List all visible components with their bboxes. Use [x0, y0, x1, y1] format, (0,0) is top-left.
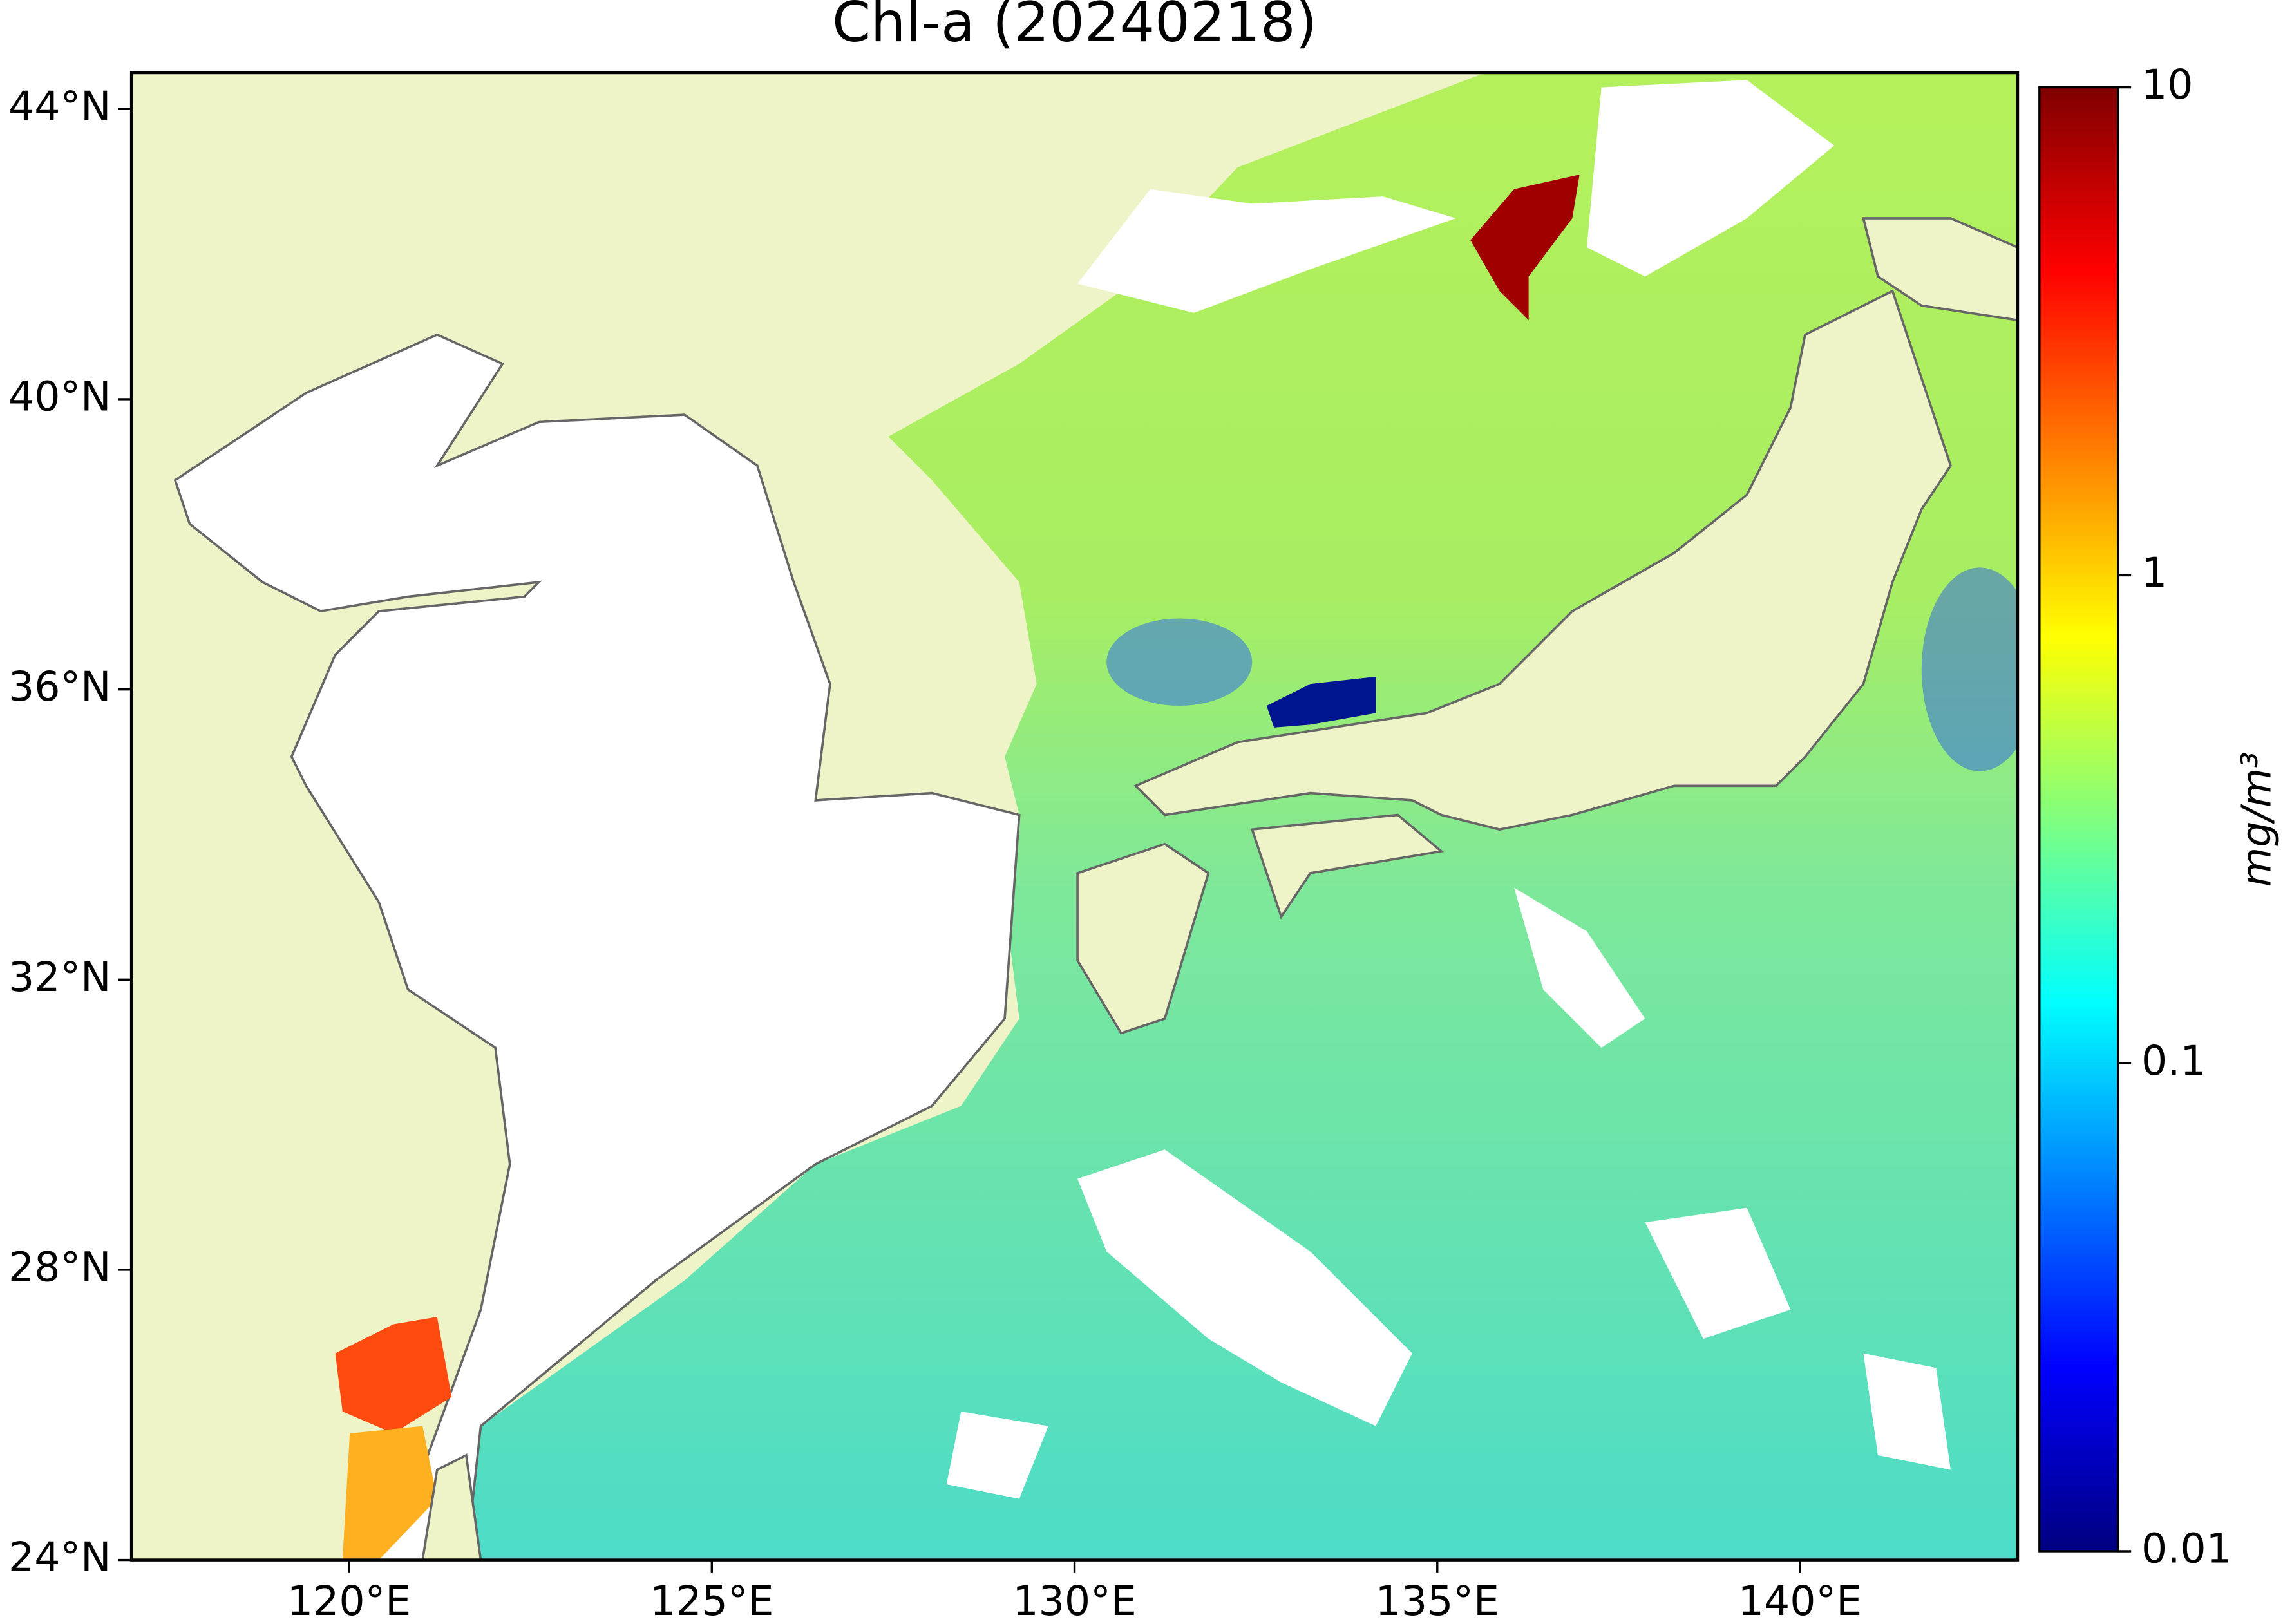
chart-title: Chl-a (20240218)	[832, 0, 1317, 55]
ocean-chl	[466, 72, 2018, 1560]
high-chl	[1470, 175, 1580, 321]
x-tick-label: 125°E	[650, 1577, 773, 1624]
colorbar-tick-label: 10	[2141, 61, 2193, 108]
y-tick-label: 24°N	[8, 1533, 111, 1581]
cloud	[1645, 1207, 1791, 1339]
low-chl-patch	[1106, 618, 1253, 706]
land-japan	[1133, 289, 1952, 831]
no-data-sea	[173, 333, 1021, 1560]
very-low-chl	[1266, 676, 1376, 728]
land-hokkaido	[1862, 217, 2018, 321]
colorbar-tick-label: 1	[2141, 549, 2167, 596]
land-taiwan	[421, 1453, 482, 1560]
mid-chl	[342, 1426, 437, 1560]
high-chl	[335, 1317, 452, 1433]
x-tick-label: 120°E	[287, 1577, 411, 1624]
colorbar-label: mg/m³	[2233, 751, 2280, 887]
colorbar-tick-label: 0.1	[2141, 1037, 2206, 1084]
y-tick-label: 28°N	[8, 1243, 111, 1290]
cloud	[1514, 887, 1645, 1048]
x-tick-label: 130°E	[1012, 1577, 1136, 1624]
colorbar-tick-label: 0.01	[2141, 1525, 2232, 1572]
colorbar	[2038, 86, 2119, 1553]
cloud	[1077, 189, 1456, 313]
y-tick-label: 36°N	[8, 663, 111, 710]
y-tick-label: 44°N	[8, 82, 111, 130]
x-tick-label: 140°E	[1738, 1577, 1862, 1624]
cloud	[1077, 1149, 1412, 1426]
y-tick-label: 40°N	[8, 373, 111, 420]
land-kyushu	[1076, 842, 1210, 1035]
cloud	[1863, 1353, 1951, 1470]
x-tick-label: 135°E	[1376, 1577, 1499, 1624]
cloud	[946, 1412, 1048, 1499]
low-chl-patch	[1921, 567, 2018, 771]
land-shikoku	[1250, 813, 1445, 920]
y-tick-label: 32°N	[8, 953, 111, 1001]
cloud	[1587, 80, 1835, 277]
map	[131, 72, 2018, 1560]
